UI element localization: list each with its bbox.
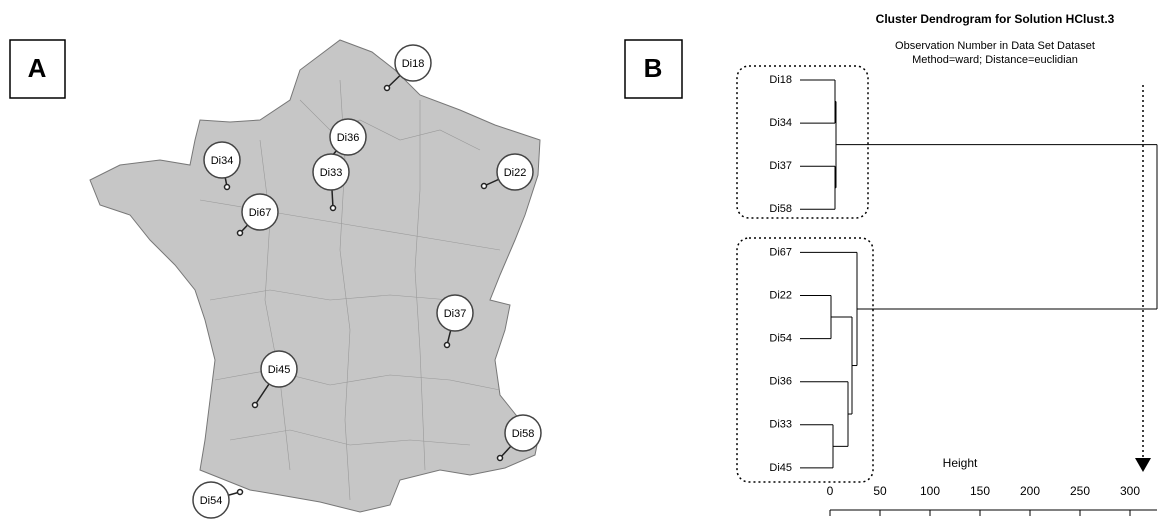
france-map — [89, 39, 541, 513]
x-tick-label: 200 — [1020, 484, 1040, 498]
site-callout — [436, 294, 474, 332]
site-callout — [192, 481, 230, 519]
site-label: Di33 — [320, 167, 343, 179]
site-pin — [496, 454, 504, 462]
site-callout — [329, 118, 367, 156]
site-callout — [394, 44, 432, 82]
cluster-box — [736, 65, 869, 219]
leaf-label: Di54 — [769, 333, 792, 345]
leaf-label: Di37 — [769, 160, 792, 172]
x-tick-label: 300 — [1120, 484, 1140, 498]
panel-label-box — [624, 39, 683, 99]
x-tick-label: 50 — [873, 484, 887, 498]
site-callout — [496, 153, 534, 191]
leaf-label: Di18 — [769, 74, 792, 86]
leaf-label: Di45 — [769, 462, 792, 474]
leaf-label: Di36 — [769, 376, 792, 388]
site-label: Di37 — [444, 308, 467, 320]
cluster-box — [736, 237, 874, 483]
site-label: Di58 — [512, 428, 535, 440]
cut-arrowhead — [1135, 458, 1151, 472]
panel-label-box — [9, 39, 66, 99]
leaf-label: Di34 — [769, 117, 792, 129]
site-callout — [203, 141, 241, 179]
site-pin — [383, 84, 391, 92]
site-label: Di22 — [504, 167, 527, 179]
subtitle: Method=ward; Distance=euclidian — [912, 54, 1078, 66]
site-callout — [260, 350, 298, 388]
site-pin — [480, 182, 488, 190]
x-tick-label: 250 — [1070, 484, 1090, 498]
site-callout — [312, 153, 350, 191]
site-pin — [236, 488, 244, 496]
chart-title: Cluster Dendrogram for Solution HClust.3 — [876, 12, 1115, 26]
site-label: Di54 — [200, 495, 223, 507]
x-tick-label: 100 — [920, 484, 940, 498]
subtitle: Observation Number in Data Set Dataset — [895, 40, 1095, 52]
site-pin — [236, 229, 244, 237]
leaf-label: Di67 — [769, 246, 792, 258]
x-tick-label: 0 — [827, 484, 834, 498]
leaf-label: Di33 — [769, 419, 792, 431]
x-axis-label: Height — [943, 456, 978, 470]
leaf-label: Di22 — [769, 289, 792, 301]
panel-label: A — [28, 53, 47, 83]
site-pin — [251, 401, 259, 409]
panel-label: B — [644, 53, 663, 83]
site-label: Di18 — [402, 58, 425, 70]
site-pin — [443, 341, 451, 349]
site-label: Di45 — [268, 364, 291, 376]
site-label: Di34 — [211, 155, 234, 167]
site-pin — [223, 183, 231, 191]
x-tick-label: 150 — [970, 484, 990, 498]
site-callout — [504, 414, 542, 452]
site-label: Di36 — [337, 132, 360, 144]
site-label: Di67 — [249, 207, 272, 219]
leaf-label: Di58 — [769, 203, 792, 215]
site-callout — [241, 193, 279, 231]
site-pin — [329, 204, 337, 212]
